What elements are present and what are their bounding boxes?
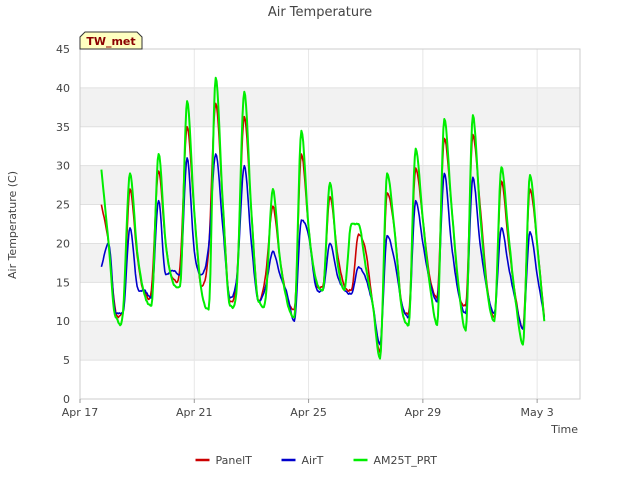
x-tick-label: Apr 21 — [176, 406, 213, 419]
series-line-am25t-prt — [100, 76, 546, 360]
grid-band — [80, 87, 580, 127]
y-tick-label: 0 — [63, 393, 70, 406]
legend-label: AirT — [302, 454, 324, 467]
legend-label: PanelT — [216, 454, 253, 467]
y-tick-label: 35 — [56, 121, 70, 134]
plot-frame — [79, 48, 581, 400]
y-axis-label: Air Temperature (C) — [6, 171, 19, 279]
y-tick-label: 15 — [56, 276, 70, 289]
x-tick-label: Apr 25 — [290, 406, 327, 419]
y-tick-label: 30 — [56, 160, 70, 173]
tw-met-badge: TW_met — [79, 31, 143, 50]
legend-label: AM25T_PRT — [374, 454, 438, 467]
grid-band — [80, 321, 580, 361]
chart-title: Air Temperature — [268, 5, 372, 20]
badge-label: TW_met — [86, 35, 135, 48]
y-tick-label: 5 — [63, 354, 70, 367]
y-tick-label: 45 — [56, 43, 70, 56]
x-axis-label: Time — [550, 423, 578, 436]
y-tick-label: 40 — [56, 82, 70, 95]
legend: PanelT AirT AM25T_PRT — [195, 454, 438, 467]
y-tick-label: 25 — [56, 199, 70, 212]
x-tick-label: Apr 17 — [62, 406, 99, 419]
x-tick-label: May 3 — [521, 406, 554, 419]
y-tick-label: 20 — [56, 237, 70, 250]
badge-shape — [79, 31, 143, 50]
y-tick-label: 10 — [56, 315, 70, 328]
x-tick-label: Apr 29 — [405, 406, 442, 419]
